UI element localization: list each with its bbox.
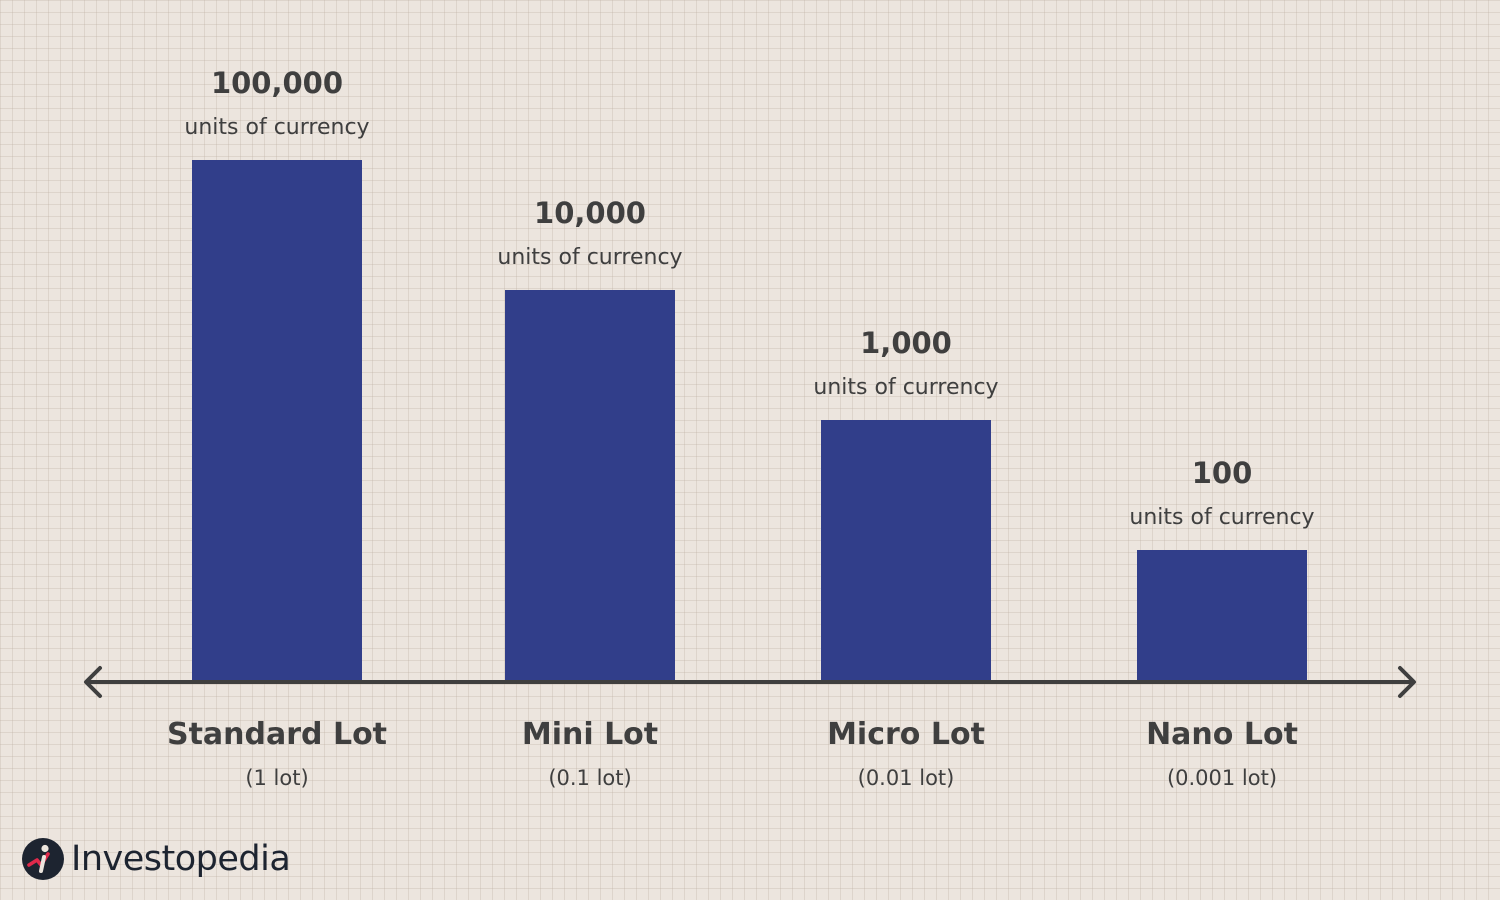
brand-logo: Investopedia bbox=[22, 834, 291, 884]
x-axis-right-arrow-icon bbox=[1398, 666, 1416, 698]
value-label-nano-lot: 100 bbox=[1192, 456, 1253, 490]
investopedia-logo-icon bbox=[22, 838, 64, 880]
bar-micro-lot bbox=[821, 420, 991, 680]
category-sublabel-standard-lot: (1 lot) bbox=[245, 766, 308, 790]
bar-standard-lot bbox=[192, 160, 362, 680]
category-sublabel-micro-lot: (0.01 lot) bbox=[858, 766, 955, 790]
unit-label-nano-lot: units of currency bbox=[1129, 505, 1314, 530]
category-label-micro-lot: Micro Lot bbox=[827, 717, 985, 752]
category-sublabel-mini-lot: (0.1 lot) bbox=[548, 766, 631, 790]
unit-label-standard-lot: units of currency bbox=[184, 115, 369, 140]
category-sublabel-nano-lot: (0.001 lot) bbox=[1167, 766, 1277, 790]
value-label-micro-lot: 1,000 bbox=[860, 326, 952, 360]
brand-name: Investopedia bbox=[71, 839, 291, 879]
bar-mini-lot bbox=[505, 290, 675, 680]
value-label-standard-lot: 100,000 bbox=[211, 66, 343, 100]
x-axis bbox=[84, 666, 1416, 698]
category-label-nano-lot: Nano Lot bbox=[1146, 717, 1298, 752]
value-label-mini-lot: 10,000 bbox=[534, 196, 646, 230]
bar-nano-lot bbox=[1137, 550, 1307, 680]
category-label-mini-lot: Mini Lot bbox=[522, 717, 658, 752]
bars-layer bbox=[192, 160, 1307, 680]
unit-label-micro-lot: units of currency bbox=[813, 375, 998, 400]
unit-label-mini-lot: units of currency bbox=[497, 245, 682, 270]
x-axis-left-arrow-icon bbox=[84, 666, 102, 698]
labels-layer: 100,000 units of currency Standard Lot (1 l… bbox=[167, 66, 1315, 790]
category-label-standard-lot: Standard Lot bbox=[167, 717, 387, 752]
